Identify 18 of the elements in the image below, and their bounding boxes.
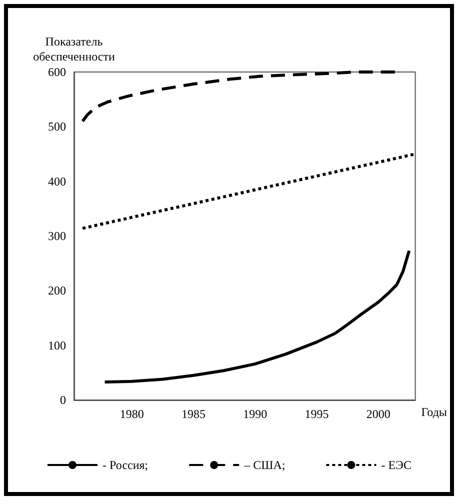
legend-label: – США;: [243, 458, 286, 472]
y-tick-label: 500: [48, 120, 66, 134]
legend-label: - ЕЭС: [381, 458, 412, 472]
y-tick-label: 0: [60, 393, 66, 407]
x-tick-label: 2000: [366, 407, 390, 421]
y-axis-title: Показатель обеспеченности: [33, 34, 116, 64]
y-tick-label: 400: [48, 174, 66, 188]
x-tick-label: 1990: [243, 407, 268, 421]
y-tick-label: 200: [48, 284, 66, 298]
x-tick-label: 1995: [304, 407, 329, 421]
x-tick-label: 1985: [182, 407, 206, 421]
y-tick-label: 100: [48, 338, 66, 352]
y-tick-label: 600: [48, 65, 66, 79]
legend-label: - Россия;: [102, 458, 148, 472]
line-series: [103, 249, 411, 384]
x-tick-label: 1980: [120, 407, 144, 421]
x-axis-title: Годы: [421, 405, 448, 419]
y-tick-label: 300: [48, 229, 66, 243]
